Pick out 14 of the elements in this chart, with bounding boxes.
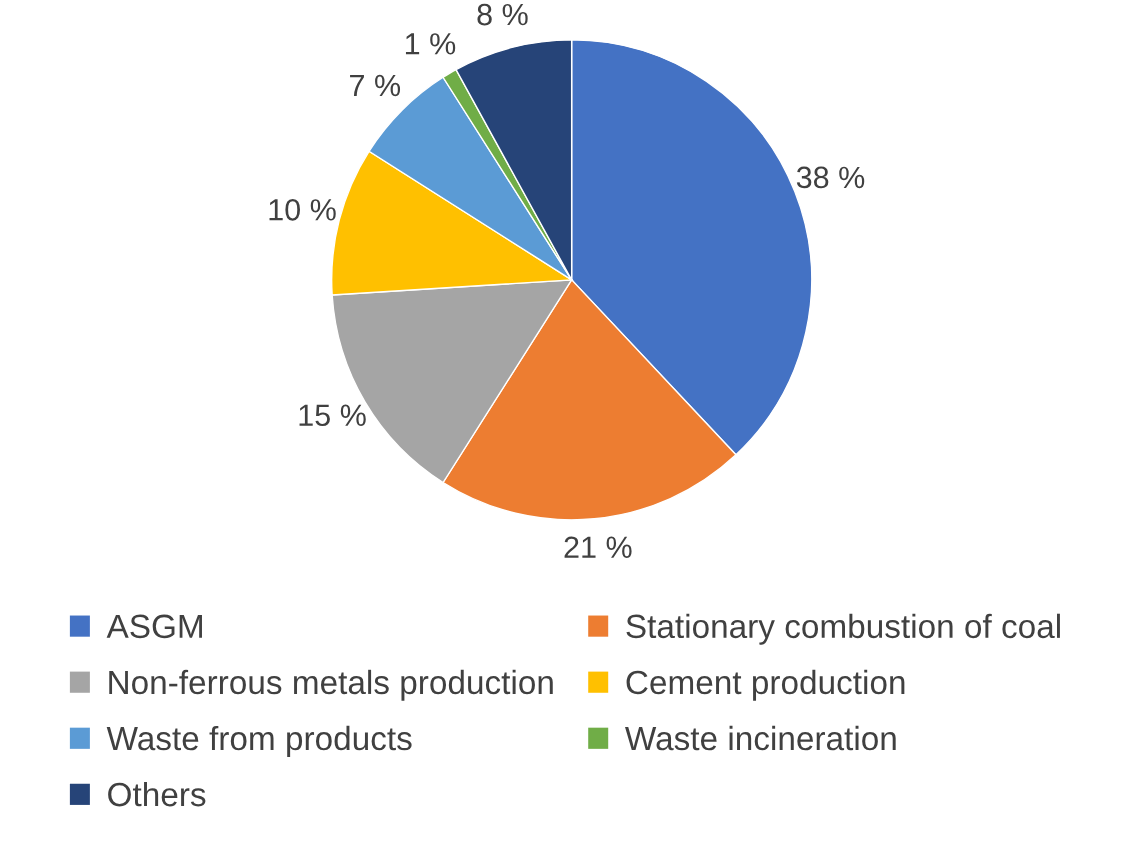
data-label: 7 %: [350, 74, 401, 97]
legend-label: Cement production: [626, 669, 905, 701]
legend-label: Waste incineration: [625, 725, 896, 751]
data-label: 1 %: [405, 33, 456, 55]
legend-label: Stationary combustion of coal: [626, 613, 1060, 645]
legend-label: Waste from products: [106, 725, 412, 757]
data-label: 38 %: [796, 166, 865, 189]
legend-label: ASGM: [106, 614, 202, 639]
data-label: 10 %: [269, 199, 336, 221]
data-label: 8 %: [477, 3, 528, 26]
legend-label: Others: [108, 781, 206, 807]
data-label: 15 %: [299, 404, 366, 427]
data-label: 21 %: [564, 536, 632, 558]
legend-label: Non-ferrous metals production: [109, 669, 553, 701]
